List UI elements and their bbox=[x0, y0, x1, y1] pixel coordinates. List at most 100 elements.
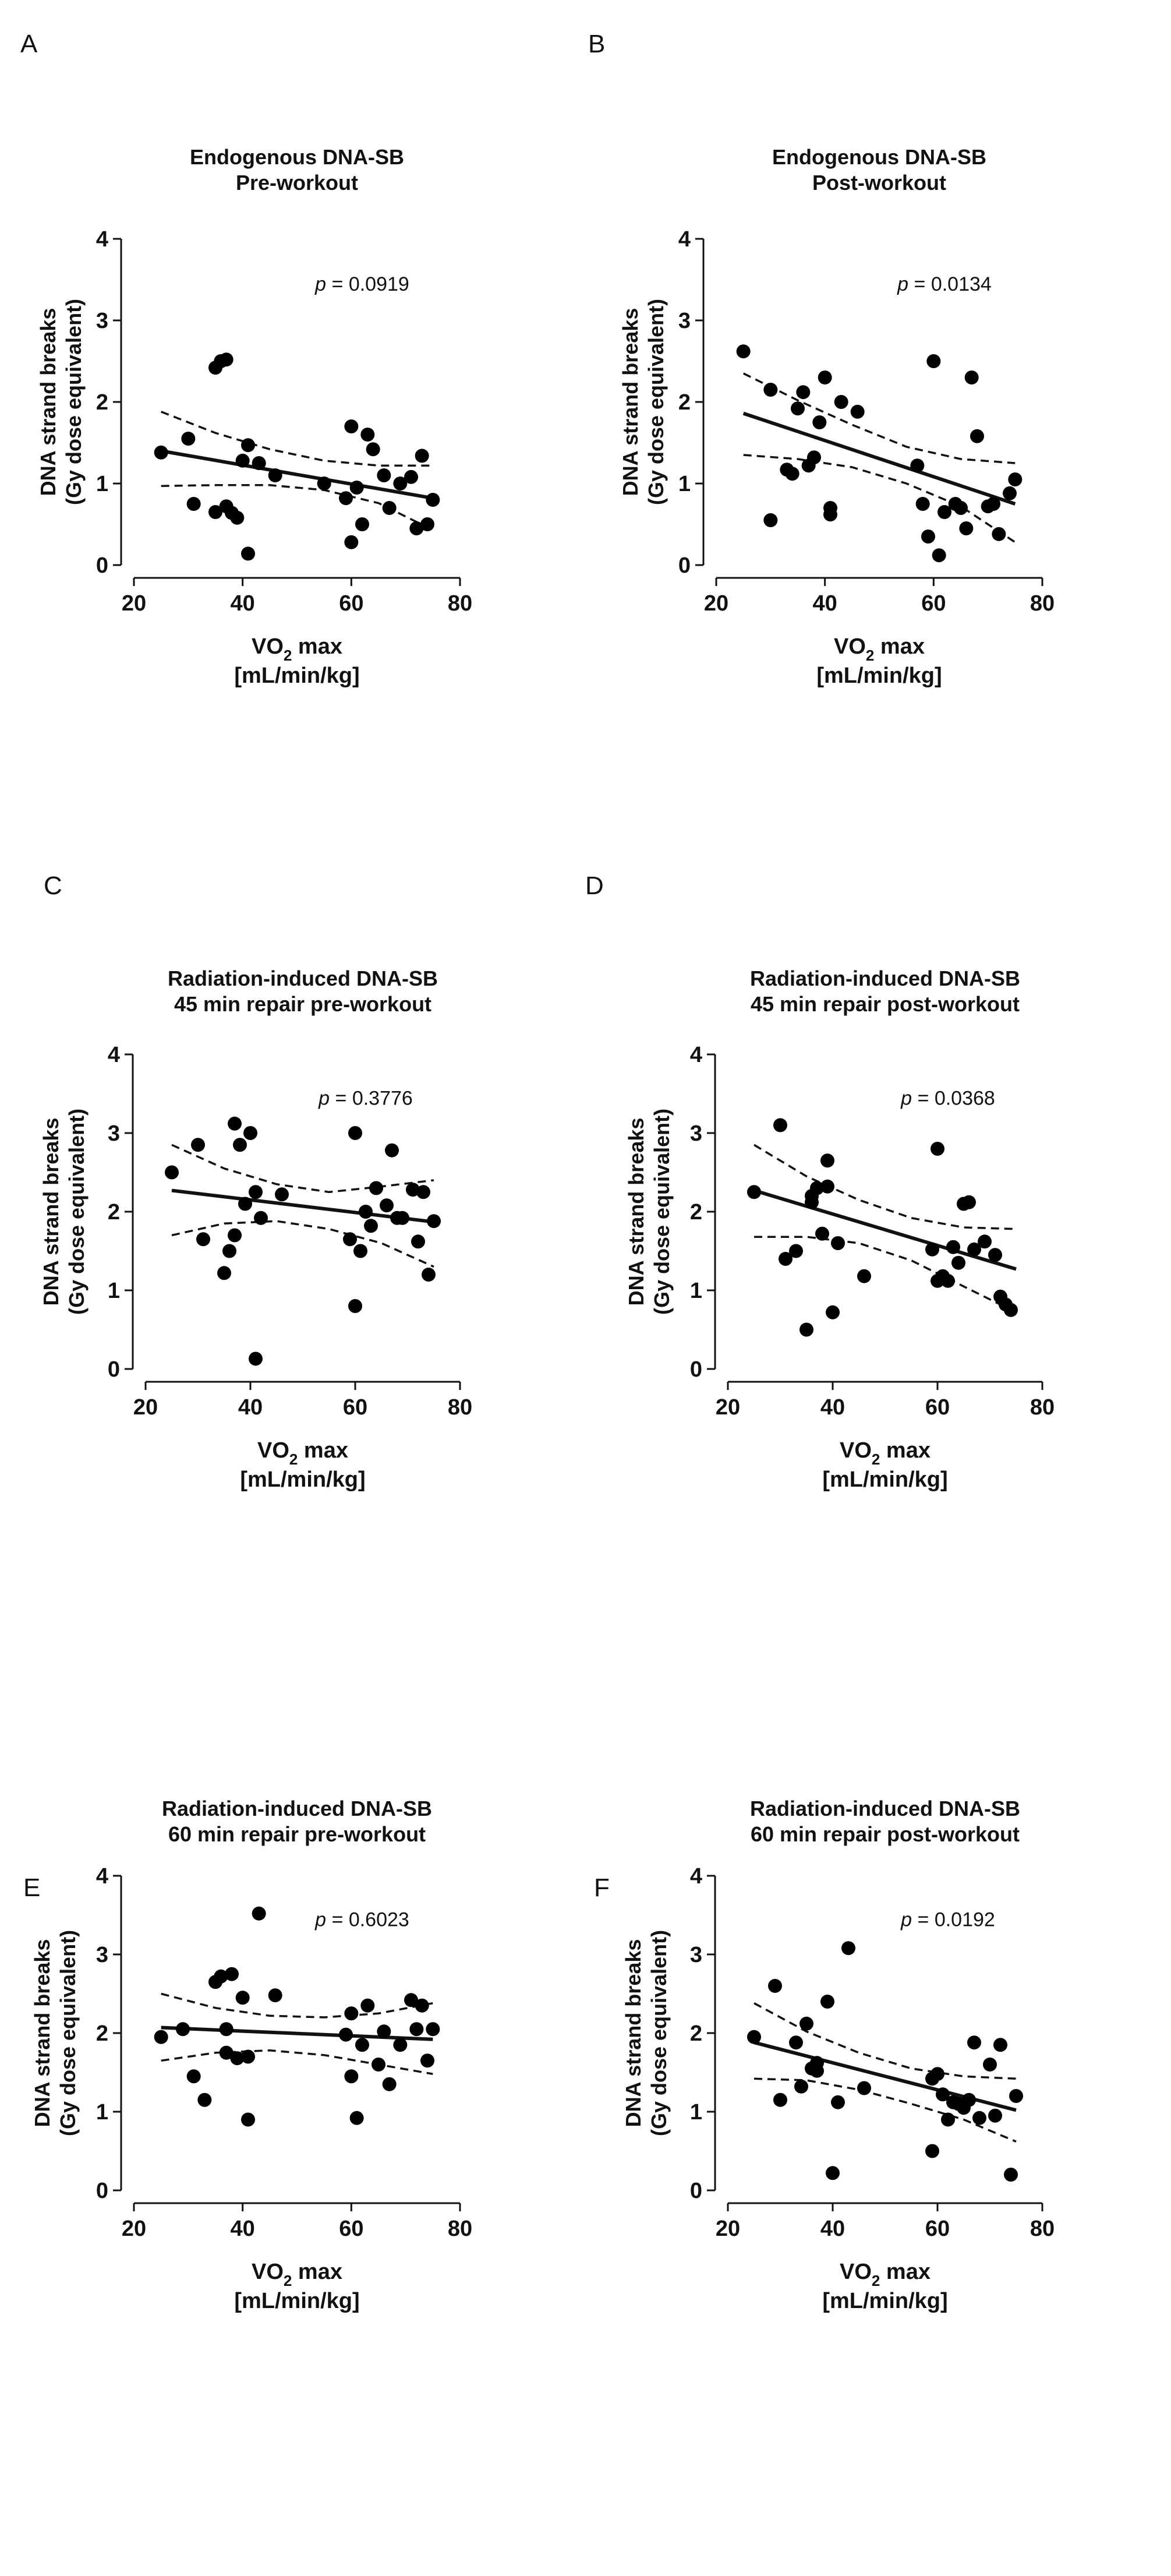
data-point bbox=[773, 2092, 787, 2107]
data-point bbox=[910, 458, 925, 473]
data-point bbox=[369, 1181, 383, 1195]
y-tick-label: 1 bbox=[690, 2100, 702, 2125]
data-point bbox=[415, 1998, 429, 2013]
x-tick-label: 40 bbox=[231, 2217, 255, 2241]
data-point bbox=[380, 1198, 394, 1213]
x-tick-label: 40 bbox=[820, 2217, 845, 2241]
x-tick-label: 80 bbox=[1030, 1395, 1055, 1420]
panel-letter: B bbox=[588, 30, 605, 58]
data-point bbox=[241, 546, 255, 561]
data-point bbox=[925, 1242, 939, 1257]
data-point bbox=[932, 548, 946, 563]
data-point bbox=[850, 404, 865, 419]
panel-letter: F bbox=[594, 1873, 610, 1902]
data-point bbox=[235, 1991, 250, 2005]
y-tick-label: 4 bbox=[96, 1864, 108, 1889]
data-point bbox=[967, 2035, 981, 2050]
data-point bbox=[937, 505, 951, 519]
data-point bbox=[988, 2108, 1002, 2123]
data-point bbox=[791, 401, 805, 416]
p-symbol: p bbox=[314, 273, 326, 295]
data-point bbox=[427, 1214, 441, 1229]
data-point bbox=[181, 432, 196, 446]
x-axis-label-main: VO bbox=[840, 1438, 872, 1463]
y-tick-label: 0 bbox=[690, 2179, 702, 2203]
panel-letter: A bbox=[20, 30, 38, 58]
y-tick-label: 2 bbox=[690, 2021, 702, 2046]
y-axis-label-units: (Gy dose equivalent) bbox=[647, 1930, 671, 2136]
data-point bbox=[941, 1273, 955, 1288]
p-value-annotation: p = 0.0134 bbox=[897, 273, 992, 295]
x-tick-label: 20 bbox=[122, 2217, 146, 2241]
data-point bbox=[799, 2016, 813, 2031]
p-value: 0.0134 bbox=[931, 273, 992, 295]
data-point bbox=[243, 1126, 257, 1140]
x-tick-label: 20 bbox=[133, 1395, 158, 1420]
data-point bbox=[986, 497, 1000, 511]
data-point bbox=[807, 450, 821, 465]
data-point bbox=[186, 497, 201, 511]
data-point bbox=[241, 2049, 255, 2064]
x-tick-label: 40 bbox=[820, 1395, 845, 1420]
data-point bbox=[275, 1187, 289, 1202]
y-tick-label: 3 bbox=[96, 309, 108, 333]
x-axis-units: [mL/min/kg] bbox=[234, 2289, 359, 2313]
data-point bbox=[773, 1118, 787, 1132]
data-point bbox=[165, 1165, 179, 1180]
x-tick-label: 40 bbox=[231, 591, 255, 616]
p-value-annotation: p = 0.3776 bbox=[318, 1087, 413, 1109]
data-point bbox=[936, 2087, 950, 2102]
data-point bbox=[349, 2111, 364, 2125]
data-point bbox=[794, 2079, 808, 2094]
data-point bbox=[241, 438, 255, 453]
data-point bbox=[230, 2051, 245, 2066]
x-tick-label: 40 bbox=[238, 1395, 263, 1420]
p-value-annotation: p = 0.0919 bbox=[314, 273, 409, 295]
data-point bbox=[416, 1185, 430, 1199]
ci-lower-band bbox=[743, 454, 1016, 544]
p-symbol: p bbox=[318, 1087, 330, 1109]
data-point bbox=[219, 352, 234, 367]
data-point bbox=[349, 481, 364, 495]
chart-subtitle: 45 min repair post-workout bbox=[751, 992, 1020, 1016]
y-axis-label: DNA strand breaks bbox=[618, 308, 642, 496]
y-tick-label: 3 bbox=[96, 1943, 108, 1967]
data-point bbox=[225, 1967, 239, 1981]
data-point bbox=[382, 2077, 397, 2091]
data-point bbox=[915, 497, 930, 511]
data-point bbox=[219, 2045, 234, 2060]
y-tick-label: 1 bbox=[678, 472, 691, 496]
data-point bbox=[951, 1255, 965, 1270]
p-symbol: p bbox=[314, 1908, 326, 1931]
data-point bbox=[241, 2112, 255, 2127]
data-point bbox=[992, 527, 1006, 541]
data-point bbox=[404, 1993, 418, 2007]
data-point bbox=[796, 385, 811, 400]
data-point bbox=[763, 383, 778, 397]
data-point bbox=[921, 530, 935, 544]
data-point bbox=[196, 1232, 210, 1247]
x-tick-label: 60 bbox=[921, 591, 946, 616]
data-point bbox=[941, 2112, 955, 2127]
data-point bbox=[831, 1236, 845, 1250]
data-point bbox=[826, 2166, 840, 2180]
data-point bbox=[154, 2030, 168, 2044]
data-point bbox=[355, 517, 369, 531]
data-point bbox=[344, 419, 359, 433]
data-point bbox=[1009, 2089, 1023, 2103]
data-point bbox=[268, 1988, 282, 2003]
x-axis-units: [mL/min/kg] bbox=[816, 664, 942, 688]
data-point bbox=[841, 1941, 855, 1956]
x-axis-label: VO2 max bbox=[834, 634, 925, 664]
y-tick-label: 0 bbox=[678, 553, 691, 578]
x-tick-label: 20 bbox=[122, 591, 146, 616]
data-point bbox=[422, 1268, 436, 1282]
y-tick-label: 2 bbox=[96, 390, 108, 415]
data-point bbox=[393, 477, 408, 491]
data-point bbox=[954, 501, 968, 515]
y-tick-label: 4 bbox=[108, 1043, 120, 1067]
x-axis-label-suffix: max bbox=[292, 2260, 342, 2284]
chart-title: Endogenous DNA-SB bbox=[190, 145, 404, 169]
data-point bbox=[993, 2038, 1007, 2052]
